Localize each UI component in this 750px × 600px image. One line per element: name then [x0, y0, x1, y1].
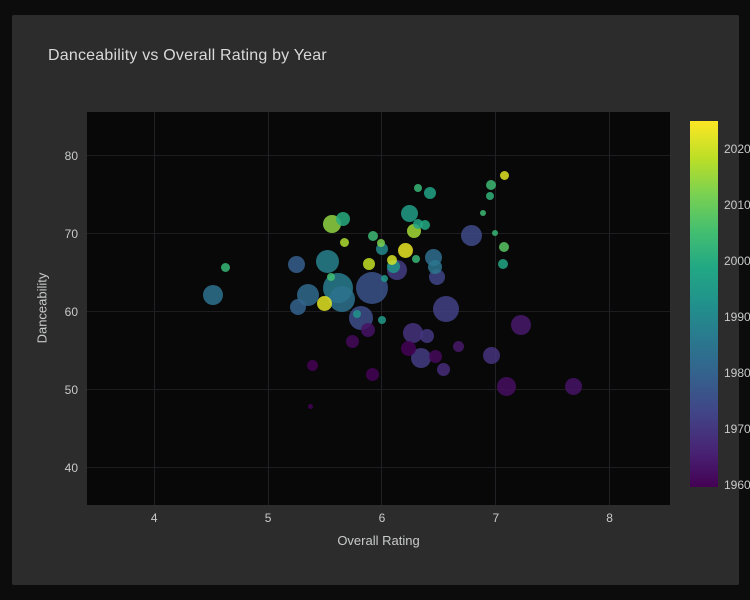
- scatter-bubble[interactable]: [307, 404, 313, 410]
- x-tick-label: 8: [606, 511, 613, 525]
- scatter-bubble[interactable]: [491, 229, 498, 236]
- scatter-bubble[interactable]: [352, 309, 361, 318]
- colorbar-tick-label: 1960: [724, 477, 750, 492]
- scatter-bubble[interactable]: [452, 341, 464, 353]
- scatter-bubble[interactable]: [498, 241, 509, 252]
- gridline-vertical: [153, 112, 155, 505]
- scatter-bubble[interactable]: [420, 328, 435, 343]
- scatter-bubble[interactable]: [432, 296, 459, 323]
- scatter-bubble[interactable]: [486, 179, 497, 190]
- scatter-bubble[interactable]: [221, 263, 231, 273]
- scatter-bubble[interactable]: [510, 314, 531, 335]
- plot-area[interactable]: [87, 112, 670, 505]
- y-tick-label: 40: [64, 460, 78, 475]
- scatter-bubble[interactable]: [461, 224, 483, 246]
- scatter-bubble[interactable]: [420, 220, 431, 231]
- x-tick-label: 5: [264, 511, 272, 525]
- scatter-bubble[interactable]: [367, 230, 378, 241]
- scatter-bubble[interactable]: [203, 285, 224, 306]
- y-tick-label: 80: [64, 148, 78, 163]
- gridline-vertical: [495, 112, 497, 505]
- gridline-horizontal: [87, 155, 670, 157]
- x-tick-label: 7: [492, 511, 500, 525]
- scatter-bubble[interactable]: [366, 367, 380, 381]
- scatter-bubble[interactable]: [288, 256, 306, 274]
- gridline-horizontal: [87, 233, 670, 235]
- gridline-horizontal: [87, 389, 670, 391]
- scatter-bubble[interactable]: [398, 242, 414, 258]
- scatter-bubble[interactable]: [361, 323, 376, 338]
- gridline-vertical: [609, 112, 611, 505]
- scatter-bubble[interactable]: [339, 237, 349, 247]
- y-tick-label: 60: [64, 304, 78, 319]
- scatter-bubble[interactable]: [564, 377, 582, 395]
- scatter-bubble[interactable]: [345, 334, 359, 348]
- scatter-bubble[interactable]: [289, 298, 306, 315]
- scatter-bubble[interactable]: [486, 192, 495, 201]
- scatter-bubble[interactable]: [410, 348, 431, 369]
- scatter-bubble[interactable]: [480, 209, 487, 216]
- x-tick-label: 6: [378, 511, 386, 525]
- scatter-bubble[interactable]: [412, 255, 421, 264]
- colorbar-tick-label: 1990: [724, 309, 750, 324]
- scatter-bubble[interactable]: [496, 376, 516, 396]
- chart-panel: Danceability vs Overall Rating by Year 4…: [12, 15, 750, 585]
- colorbar-tick-label: 2000: [724, 253, 750, 268]
- scatter-bubble[interactable]: [306, 359, 318, 371]
- scatter-bubble[interactable]: [329, 286, 356, 313]
- scatter-bubble[interactable]: [377, 316, 386, 325]
- gridline-horizontal: [87, 467, 670, 469]
- y-axis-title: Danceability: [34, 272, 50, 344]
- scatter-bubble[interactable]: [428, 350, 442, 364]
- y-tick-label: 70: [64, 226, 78, 241]
- scatter-bubble[interactable]: [380, 275, 388, 283]
- scatter-bubble[interactable]: [400, 204, 418, 222]
- scatter-bubble[interactable]: [376, 239, 385, 247]
- scatter-bubble[interactable]: [423, 187, 436, 200]
- colorbar-tick-label: 2010: [724, 197, 750, 212]
- gridline-vertical: [267, 112, 269, 505]
- colorbar-tick-label: 1970: [724, 421, 750, 436]
- x-tick-label: 4: [150, 511, 158, 525]
- scatter-bubble[interactable]: [436, 362, 450, 376]
- scatter-bubble[interactable]: [482, 346, 500, 364]
- scatter-bubble[interactable]: [497, 259, 508, 270]
- x-axis-title: Overall Rating: [337, 533, 420, 548]
- scatter-bubble[interactable]: [363, 258, 376, 271]
- scatter-bubble[interactable]: [413, 218, 424, 229]
- y-tick-label: 50: [64, 382, 78, 397]
- colorbar-tick-label: 2020: [724, 141, 750, 156]
- colorbar-gradient: [690, 121, 718, 487]
- scatter-bubble[interactable]: [428, 260, 443, 275]
- gridline-vertical: [381, 112, 383, 505]
- scatter-bubble[interactable]: [317, 295, 333, 311]
- scatter-bubble[interactable]: [315, 250, 339, 274]
- scatter-bubble[interactable]: [500, 170, 510, 180]
- scatter-bubble[interactable]: [400, 340, 416, 356]
- scatter-bubble[interactable]: [336, 211, 351, 226]
- scatter-bubble[interactable]: [402, 323, 423, 344]
- panel-title: Danceability vs Overall Rating by Year: [48, 47, 327, 64]
- scatter-bubble[interactable]: [414, 184, 423, 193]
- scatter-bubble[interactable]: [326, 273, 335, 282]
- scatter-bubble[interactable]: [387, 255, 398, 266]
- colorbar-tick-label: 1980: [724, 365, 750, 380]
- gridline-horizontal: [87, 311, 670, 313]
